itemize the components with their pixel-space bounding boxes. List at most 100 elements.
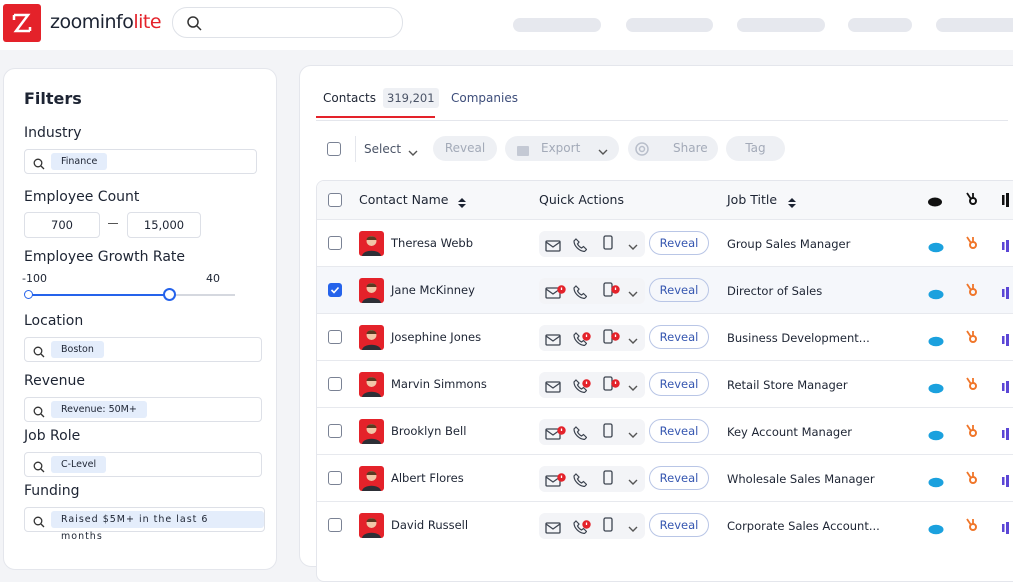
actions-chevron[interactable] xyxy=(627,332,639,351)
outreach-link[interactable] xyxy=(1001,425,1011,444)
tab[interactable]: Contacts xyxy=(323,91,376,105)
filter-chip[interactable]: Raised $5M+ in the last 6 months xyxy=(51,511,264,542)
mobile-action[interactable] xyxy=(603,470,613,489)
row-checkbox[interactable] xyxy=(328,236,342,250)
filter-chip[interactable]: Boston xyxy=(51,341,104,358)
hubspot-link[interactable] xyxy=(965,376,979,396)
outreach-link[interactable] xyxy=(1001,237,1011,256)
row-checkbox[interactable] xyxy=(328,424,342,438)
table-row[interactable]: Brooklyn Bell Reveal Key Account Manager xyxy=(317,407,1013,454)
reveal-button[interactable]: Reveal xyxy=(649,466,709,490)
actions-chevron[interactable] xyxy=(627,473,639,492)
slider-handle[interactable] xyxy=(24,290,33,299)
mobile-action[interactable] xyxy=(603,423,613,442)
column-header[interactable]: Contact Name xyxy=(359,192,449,207)
salesforce-link[interactable] xyxy=(928,238,944,257)
logo[interactable] xyxy=(3,4,41,42)
table-row[interactable]: Marvin Simmons Reveal Retail Store Manager xyxy=(317,360,1013,407)
column-header[interactable]: Job Title xyxy=(727,192,778,207)
reveal-button[interactable]: Reveal xyxy=(433,136,497,161)
slider-handle[interactable] xyxy=(163,288,176,301)
outreach-link[interactable] xyxy=(1001,378,1011,397)
filter-chip[interactable]: Revenue: 50M+ xyxy=(51,401,147,418)
salesforce-link[interactable] xyxy=(928,473,944,492)
phone-action[interactable] xyxy=(573,378,588,397)
share-button[interactable]: Share xyxy=(628,136,718,161)
sort-icon[interactable] xyxy=(457,194,467,213)
salesforce-link[interactable] xyxy=(928,285,944,304)
filter-input[interactable]: Revenue: 50M+ xyxy=(24,397,262,422)
reveal-button[interactable]: Reveal xyxy=(649,325,709,349)
contact-name[interactable]: Albert Flores xyxy=(391,471,464,485)
row-checkbox[interactable] xyxy=(328,283,342,297)
tab[interactable]: Companies xyxy=(451,91,518,105)
phone-action[interactable] xyxy=(573,331,588,350)
filter-chip[interactable]: Finance xyxy=(51,153,108,170)
phone-action[interactable] xyxy=(573,425,588,444)
hubspot-link[interactable] xyxy=(965,235,979,255)
email-action[interactable] xyxy=(545,331,561,350)
reveal-button[interactable]: Reveal xyxy=(649,278,709,302)
actions-chevron[interactable] xyxy=(627,379,639,398)
contact-name[interactable]: David Russell xyxy=(391,518,469,532)
outreach-link[interactable] xyxy=(1001,331,1011,350)
header-checkbox[interactable] xyxy=(328,193,342,207)
salesforce-link[interactable] xyxy=(928,332,944,351)
row-checkbox[interactable] xyxy=(328,471,342,485)
range-min-input[interactable]: 700 xyxy=(24,212,100,238)
reveal-button[interactable]: Reveal xyxy=(649,372,709,396)
phone-action[interactable] xyxy=(573,472,588,491)
filter-input[interactable]: Finance xyxy=(24,149,257,174)
salesforce-link[interactable] xyxy=(928,520,944,539)
phone-action[interactable] xyxy=(573,237,588,256)
hubspot-link[interactable] xyxy=(965,282,979,302)
row-checkbox[interactable] xyxy=(328,518,342,532)
select-chevron[interactable] xyxy=(407,144,419,163)
filter-input[interactable]: C-Level xyxy=(24,452,262,477)
actions-chevron[interactable] xyxy=(627,285,639,304)
email-action[interactable] xyxy=(545,378,561,397)
outreach-link[interactable] xyxy=(1001,472,1011,491)
outreach-link[interactable] xyxy=(1001,284,1011,303)
actions-chevron[interactable] xyxy=(627,238,639,257)
email-action[interactable] xyxy=(545,237,561,256)
contact-name[interactable]: Brooklyn Bell xyxy=(391,424,467,438)
filter-input[interactable]: Raised $5M+ in the last 6 months xyxy=(24,507,265,542)
actions-chevron[interactable] xyxy=(627,520,639,539)
table-row[interactable]: Theresa Webb Reveal Group Sales Manager xyxy=(317,219,1013,266)
reveal-button[interactable]: Reveal xyxy=(649,513,709,537)
range-max-input[interactable]: 15,000 xyxy=(127,212,201,238)
contact-name[interactable]: Jane McKinney xyxy=(391,283,475,297)
select-dropdown[interactable]: Select xyxy=(364,142,402,156)
hubspot-link[interactable] xyxy=(965,470,979,490)
reveal-button[interactable]: Reveal xyxy=(649,231,709,255)
phone-action[interactable] xyxy=(573,519,588,538)
table-row[interactable]: David Russell Reveal Corporate Sales Accou… xyxy=(317,501,1013,548)
hubspot-link[interactable] xyxy=(965,329,979,349)
hubspot-link[interactable] xyxy=(965,423,979,443)
export-button[interactable]: Export xyxy=(505,136,619,161)
email-action[interactable] xyxy=(545,519,561,538)
mobile-action[interactable] xyxy=(603,235,613,254)
filter-input[interactable]: Boston xyxy=(24,337,262,362)
table-row[interactable]: Jane McKinney Reveal Director of Sales xyxy=(317,266,1013,313)
reveal-button[interactable]: Reveal xyxy=(649,419,709,443)
tag-button[interactable]: Tag xyxy=(726,136,785,161)
row-checkbox[interactable] xyxy=(328,377,342,391)
salesforce-link[interactable] xyxy=(928,426,944,445)
salesforce-link[interactable] xyxy=(928,379,944,398)
row-checkbox[interactable] xyxy=(328,330,342,344)
table-row[interactable]: Josephine Jones Reveal Business Developmen… xyxy=(317,313,1013,360)
hubspot-link[interactable] xyxy=(965,517,979,537)
filter-chip[interactable]: C-Level xyxy=(51,456,107,473)
sort-icon[interactable] xyxy=(787,194,797,213)
actions-chevron[interactable] xyxy=(627,426,639,445)
mobile-action[interactable] xyxy=(603,517,613,536)
select-all-checkbox[interactable] xyxy=(327,142,341,156)
contact-name[interactable]: Marvin Simmons xyxy=(391,377,487,391)
phone-action[interactable] xyxy=(573,284,588,303)
table-row[interactable]: Albert Flores Reveal Wholesale Sales Manag… xyxy=(317,454,1013,501)
search-bar[interactable] xyxy=(172,7,403,38)
contact-name[interactable]: Josephine Jones xyxy=(391,330,482,344)
outreach-link[interactable] xyxy=(1001,519,1011,538)
